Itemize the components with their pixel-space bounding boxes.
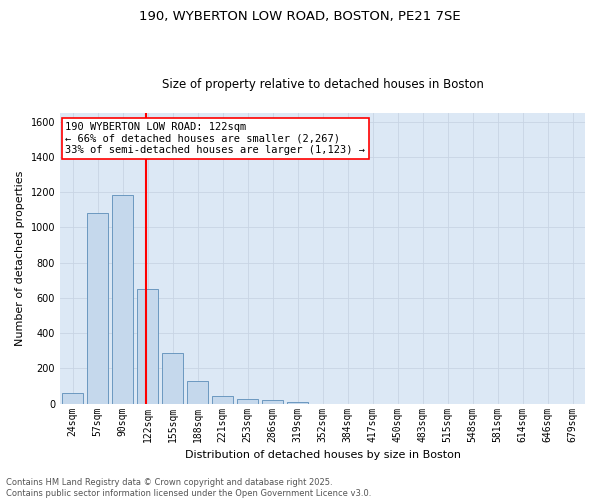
Bar bbox=[137, 290, 158, 404]
Bar bbox=[187, 381, 208, 404]
Y-axis label: Number of detached properties: Number of detached properties bbox=[15, 170, 25, 346]
Bar bbox=[237, 399, 258, 404]
Bar bbox=[162, 354, 183, 404]
Text: 190, WYBERTON LOW ROAD, BOSTON, PE21 7SE: 190, WYBERTON LOW ROAD, BOSTON, PE21 7SE bbox=[139, 10, 461, 23]
Bar bbox=[87, 214, 108, 404]
Text: Contains HM Land Registry data © Crown copyright and database right 2025.
Contai: Contains HM Land Registry data © Crown c… bbox=[6, 478, 371, 498]
Title: Size of property relative to detached houses in Boston: Size of property relative to detached ho… bbox=[161, 78, 484, 91]
Bar bbox=[287, 402, 308, 404]
Bar bbox=[62, 393, 83, 404]
Bar bbox=[112, 195, 133, 404]
X-axis label: Distribution of detached houses by size in Boston: Distribution of detached houses by size … bbox=[185, 450, 461, 460]
Bar bbox=[212, 396, 233, 404]
Text: 190 WYBERTON LOW ROAD: 122sqm
← 66% of detached houses are smaller (2,267)
33% o: 190 WYBERTON LOW ROAD: 122sqm ← 66% of d… bbox=[65, 122, 365, 155]
Bar bbox=[262, 400, 283, 404]
